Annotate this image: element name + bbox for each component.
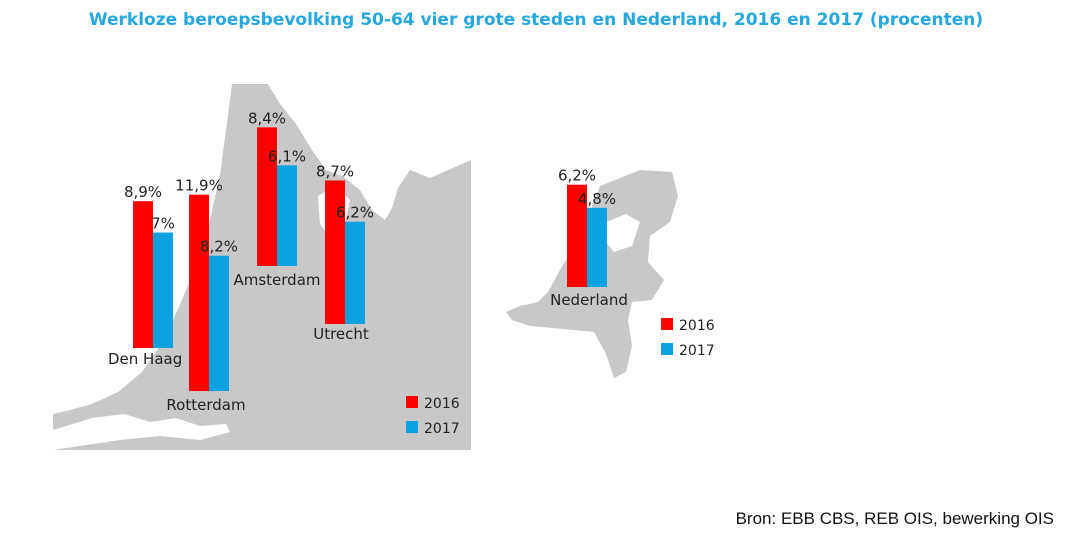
bar-den-haag-2017 xyxy=(153,232,173,348)
data-label-nederland-2017: 4,8% xyxy=(578,190,616,208)
netherlands-map-water xyxy=(604,214,640,252)
legend-label-2016-0: 2016 xyxy=(424,396,460,412)
data-label-nederland-2016: 6,2% xyxy=(558,167,596,185)
data-label-rotterdam-2017: 8,2% xyxy=(200,238,238,256)
category-label-rotterdam: Rotterdam xyxy=(166,396,245,414)
data-label-amsterdam-2017: 6,1% xyxy=(268,147,306,165)
bar-amsterdam-2017 xyxy=(277,165,297,266)
category-label-utrecht: Utrecht xyxy=(313,325,369,343)
legend-swatch-2017-0 xyxy=(406,421,418,433)
bar-utrecht-2017 xyxy=(345,221,365,324)
category-label-amsterdam: Amsterdam xyxy=(233,271,320,289)
delta-water xyxy=(53,414,230,450)
wadden-island xyxy=(244,84,262,100)
chart-title: Werkloze beroepsbevolking 50-64 vier gro… xyxy=(88,10,984,30)
bar-rotterdam-2017 xyxy=(209,255,229,391)
legend-label-2016-1: 2016 xyxy=(679,318,715,334)
legend-swatch-2016-0 xyxy=(406,396,418,408)
legend-label-2017-0: 2017 xyxy=(424,421,460,437)
legend-swatch-2017-1 xyxy=(661,343,673,355)
data-label-den-haag-2016: 8,9% xyxy=(124,183,162,201)
bar-nederland-2017 xyxy=(587,207,607,287)
data-label-utrecht-2016: 8,7% xyxy=(316,162,354,180)
data-label-amsterdam-2016: 8,4% xyxy=(248,109,286,127)
data-label-den-haag-2017: 7% xyxy=(151,215,175,233)
bar-den-haag-2016 xyxy=(133,201,153,348)
data-label-rotterdam-2016: 11,9% xyxy=(175,177,223,195)
category-label-den-haag: Den Haag xyxy=(108,350,182,368)
legend-swatch-2016-1 xyxy=(661,318,673,330)
bar-rotterdam-2016 xyxy=(189,194,209,391)
bars-layer: 8,9% 7% Den Haag 11,9% 8,2% Rotterdam 8,4% 6,1%… xyxy=(108,109,715,437)
data-label-utrecht-2017: 6,2% xyxy=(336,204,374,222)
randstad-map xyxy=(53,84,471,450)
source-note: Bron: EBB CBS, REB OIS, bewerking OIS xyxy=(735,509,1054,528)
bar-amsterdam-2016 xyxy=(257,127,277,267)
ijsselmeer-water xyxy=(268,84,471,220)
legend-label-2017-1: 2017 xyxy=(679,343,715,359)
bar-utrecht-2016 xyxy=(325,180,345,324)
category-label-nederland: Nederland xyxy=(550,291,628,309)
bar-nederland-2016 xyxy=(567,184,587,287)
